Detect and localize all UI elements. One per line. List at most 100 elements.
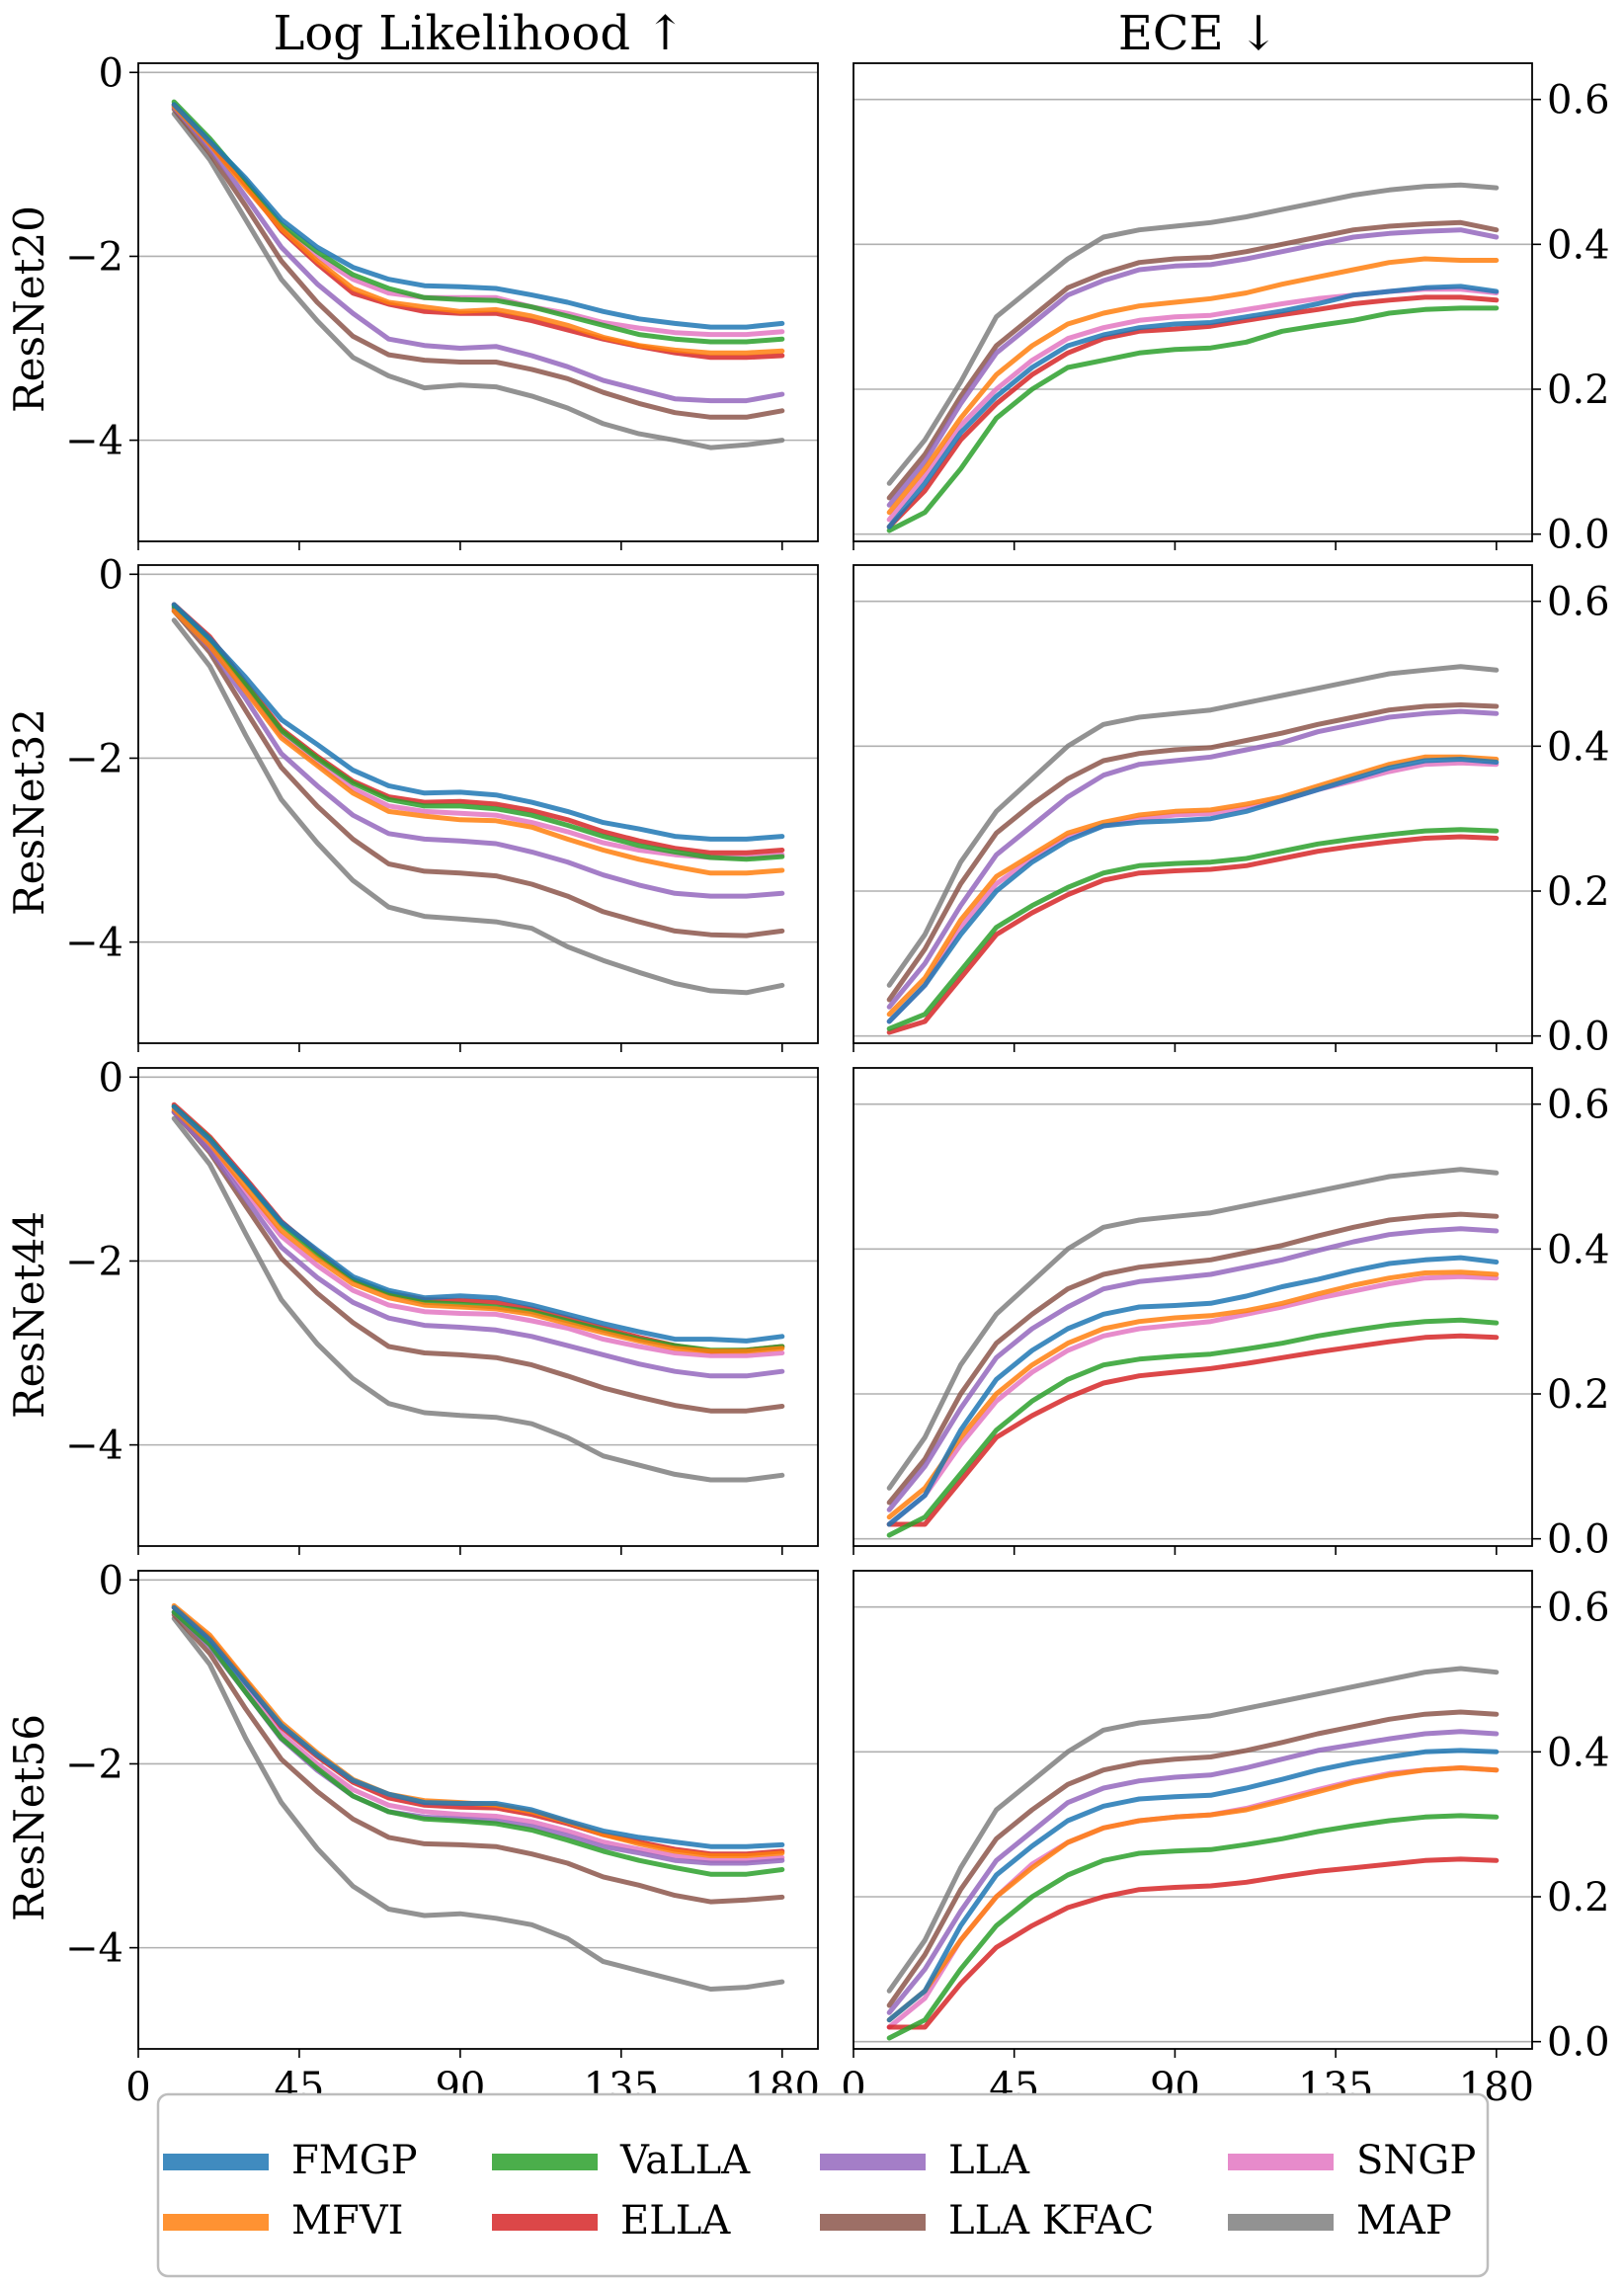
series-line-valla bbox=[886, 1317, 1500, 1538]
legend-item-lla-kfac: LLA KFAC bbox=[820, 2198, 1154, 2244]
panel-resnet44-loglik: 0 −2 −4 bbox=[65, 1055, 819, 1555]
series-line-map bbox=[886, 1167, 1500, 1491]
legend-swatch bbox=[163, 2214, 269, 2231]
y-tick-label: 0.2 bbox=[1547, 1372, 1610, 1418]
series-line-lla-kfac bbox=[886, 1211, 1500, 1506]
plot-frame bbox=[853, 1067, 1533, 1547]
series-line-sngp bbox=[171, 1108, 785, 1358]
y-tick-label: −4 bbox=[65, 1424, 123, 1469]
series-line-fmgp bbox=[171, 1103, 785, 1344]
series-line-mfvi bbox=[171, 1106, 785, 1354]
series-line-fmgp bbox=[171, 1604, 785, 1849]
y-tick-label: 0.6 bbox=[1547, 1083, 1610, 1128]
legend-item-mfvi: MFVI bbox=[163, 2198, 403, 2244]
series-line-lla-kfac bbox=[171, 1109, 785, 1414]
legend-swatch bbox=[820, 2214, 926, 2231]
series-line-mfvi bbox=[886, 754, 1500, 1018]
row-label-resnet56: ResNet56 bbox=[5, 1714, 53, 1921]
legend-label: FMGP bbox=[291, 2138, 418, 2183]
series-line-valla bbox=[171, 604, 785, 862]
legend-item-ella: ELLA bbox=[492, 2198, 731, 2244]
plot-frame bbox=[853, 62, 1533, 542]
series-line-ella bbox=[886, 294, 1500, 530]
series-line-sngp bbox=[171, 1609, 785, 1863]
y-tick-label: 0 bbox=[99, 50, 123, 96]
panel-resnet56-ece: 0.00.20.40.60 45 90 135 180 bbox=[841, 1570, 1610, 2110]
y-tick-label: 0.0 bbox=[1547, 2020, 1610, 2066]
legend-label: MFVI bbox=[291, 2198, 403, 2244]
series-line-map bbox=[886, 182, 1500, 486]
plot-frame bbox=[137, 1570, 819, 2050]
series-line-ella bbox=[886, 1333, 1500, 1527]
series-line-sngp bbox=[886, 1273, 1500, 1527]
y-tick-label: 0.4 bbox=[1547, 724, 1610, 770]
y-tick-label: −2 bbox=[65, 736, 123, 781]
series-line-valla bbox=[886, 305, 1500, 533]
plot-frame bbox=[137, 564, 819, 1044]
series-line-fmgp bbox=[886, 1748, 1500, 2023]
series-line-lla bbox=[886, 227, 1500, 508]
series-line-lla-kfac bbox=[171, 1612, 785, 1905]
plot-area bbox=[853, 1571, 1532, 2049]
series-line-mfvi bbox=[886, 1765, 1500, 2023]
legend-item-valla: VaLLA bbox=[492, 2138, 751, 2183]
y-tick-label: 0.0 bbox=[1547, 1517, 1610, 1563]
plot-frame bbox=[853, 564, 1533, 1044]
legend-label: MAP bbox=[1356, 2198, 1452, 2244]
series-line-lla bbox=[171, 606, 785, 899]
row-label-resnet44: ResNet44 bbox=[5, 1211, 53, 1419]
y-tick-label: 0.6 bbox=[1547, 580, 1610, 625]
plot-frame bbox=[137, 62, 819, 542]
series-line-lla bbox=[171, 1109, 785, 1379]
column-titles: Log Likelihood ↑ ECE ↓ bbox=[273, 6, 1278, 61]
legend-swatch bbox=[820, 2154, 926, 2170]
legend-label: SNGP bbox=[1356, 2138, 1476, 2183]
y-tick-label: 0.2 bbox=[1547, 367, 1610, 413]
series-line-valla bbox=[886, 827, 1500, 1031]
legend-label: VaLLA bbox=[619, 2138, 751, 2183]
series-line-mfvi bbox=[886, 1269, 1500, 1520]
series-line-mfvi bbox=[171, 104, 785, 356]
series-line-map bbox=[171, 617, 785, 996]
legend-item-map: MAP bbox=[1228, 2198, 1452, 2244]
series-line-mfvi bbox=[886, 256, 1500, 516]
series-line-valla bbox=[886, 1813, 1500, 2041]
series-line-ella bbox=[886, 834, 1500, 1035]
y-tick-label: −2 bbox=[65, 1239, 123, 1284]
panel-resnet20-loglik: 0 −2 −4 bbox=[65, 50, 819, 550]
series-line-fmgp bbox=[886, 757, 1500, 1024]
y-tick-label: −2 bbox=[65, 234, 123, 280]
series-line-ella bbox=[886, 1856, 1500, 2030]
y-tick-label: 0.2 bbox=[1547, 869, 1610, 915]
series-line-map bbox=[171, 1115, 785, 1483]
series-line-map bbox=[171, 1615, 785, 1992]
legend-swatch bbox=[163, 2154, 269, 2170]
series-line-lla bbox=[886, 1226, 1500, 1512]
panel-resnet32-ece: 0.0 0.2 0.4 0.6 bbox=[853, 564, 1610, 1060]
row-labels: ResNet20 ResNet32 ResNet44 ResNet56 bbox=[5, 205, 53, 1921]
series-line-fmgp bbox=[171, 102, 785, 330]
y-tick-label: 0 bbox=[99, 552, 123, 598]
plot-frame bbox=[137, 1067, 819, 1547]
series-line-lla-kfac bbox=[886, 1709, 1500, 2008]
series-line-lla-kfac bbox=[171, 107, 785, 420]
panel-resnet32-loglik: 0 −2 −4 bbox=[65, 552, 819, 1052]
plot-frame bbox=[853, 1570, 1533, 2050]
y-tick-label: 0.4 bbox=[1547, 222, 1610, 268]
plot-area bbox=[853, 1068, 1532, 1546]
series-line-map bbox=[886, 664, 1500, 988]
series-line-sngp bbox=[886, 760, 1500, 1024]
series-line-valla bbox=[171, 99, 785, 345]
plot-area bbox=[853, 565, 1532, 1043]
y-tick-label: 0 bbox=[99, 1055, 123, 1101]
series-line-lla bbox=[886, 1729, 1500, 2015]
legend-swatch bbox=[1228, 2214, 1334, 2231]
legend-label: LLA KFAC bbox=[948, 2198, 1154, 2244]
y-tick-label: 0.4 bbox=[1547, 1730, 1610, 1775]
series-line-fmgp bbox=[886, 284, 1500, 530]
legend-box bbox=[156, 2092, 1490, 2278]
series-line-mfvi bbox=[171, 609, 785, 876]
col-title-log-likelihood: Log Likelihood ↑ bbox=[273, 6, 685, 61]
legend-label: ELLA bbox=[620, 2198, 731, 2244]
